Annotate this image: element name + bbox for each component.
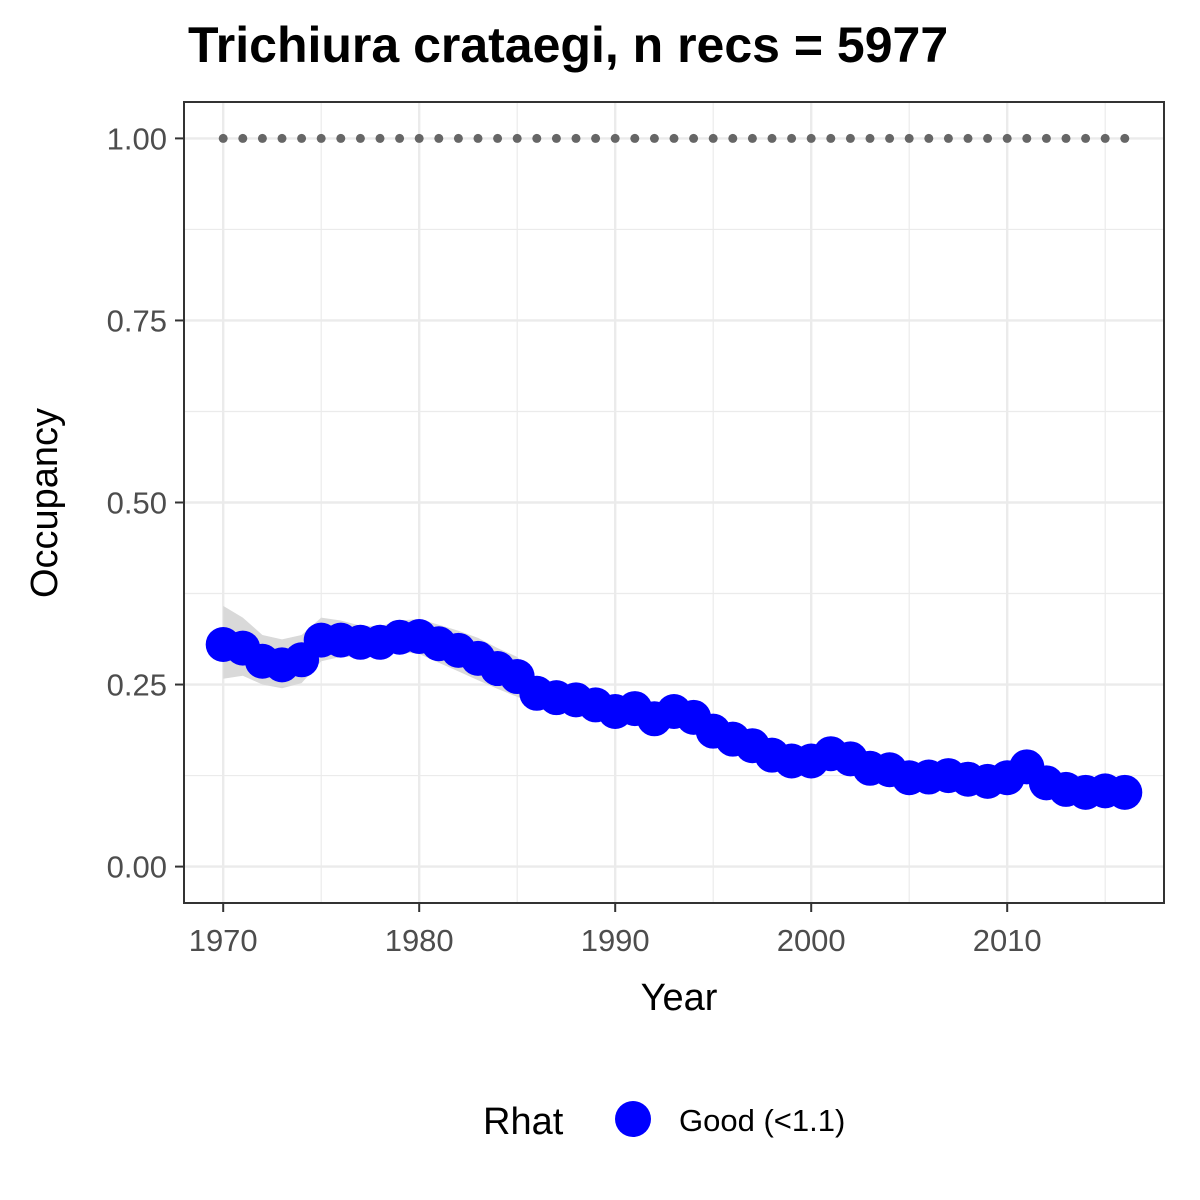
reference-point [473,133,483,143]
reference-point [238,133,248,143]
reference-point [787,133,797,143]
reference-line-layer [218,133,1130,143]
reference-point [1041,133,1051,143]
reference-point [610,133,620,143]
chart-title: Trichiura crataegi, n recs = 5977 [188,17,948,73]
occupancy-point [1107,774,1143,810]
reference-point [336,133,346,143]
reference-point [845,133,855,143]
axes: 1970 1980 1990 2000 2010 0.00 0.25 0.50 0.75 1.00 [107,121,1042,958]
reference-point [316,133,326,143]
reference-point [1022,133,1032,143]
x-tick-label: 2000 [777,923,846,958]
y-tick-label: 1.00 [107,121,167,156]
reference-point [434,133,444,143]
reference-point [1002,133,1012,143]
reference-point [1081,133,1091,143]
reference-point [493,133,503,143]
reference-point [689,133,699,143]
legend-label: Good (<1.1) [679,1103,845,1138]
reference-point [257,133,267,143]
y-tick-label: 0.50 [107,486,167,521]
reference-point [1061,133,1071,143]
reference-point [708,133,718,143]
reference-point [532,133,542,143]
x-tick-label: 1990 [581,923,650,958]
reference-point [630,133,640,143]
reference-point [551,133,561,143]
reference-point [865,133,875,143]
reference-point [669,133,679,143]
reference-point [512,133,522,143]
reference-point [885,133,895,143]
x-tick-label: 1980 [385,923,454,958]
reference-point [1100,133,1110,143]
reference-point [767,133,777,143]
y-tick-label: 0.75 [107,303,167,338]
reference-point [453,133,463,143]
reference-point [963,133,973,143]
legend-key-point [615,1101,651,1137]
reference-point [924,133,934,143]
legend-title: Rhat [483,1101,564,1143]
reference-point [355,133,365,143]
reference-point [414,133,424,143]
reference-point [297,133,307,143]
y-axis-title: Occupancy [24,408,66,598]
reference-point [826,133,836,143]
occupancy-points-layer [205,618,1143,810]
x-axis-title: Year [641,977,718,1019]
reference-point [1120,133,1130,143]
reference-point [649,133,659,143]
reference-point [395,133,405,143]
reference-point [728,133,738,143]
reference-point [277,133,287,143]
reference-point [591,133,601,143]
y-tick-label: 0.25 [107,668,167,703]
reference-point [375,133,385,143]
x-tick-label: 2010 [973,923,1042,958]
reference-point [218,133,228,143]
reference-point [943,133,953,143]
y-tick-label: 0.00 [107,850,167,885]
reference-point [983,133,993,143]
reference-point [747,133,757,143]
x-tick-label: 1970 [189,923,258,958]
reference-point [806,133,816,143]
legend: Rhat Good (<1.1) [483,1101,845,1143]
reference-point [571,133,581,143]
reference-point [904,133,914,143]
